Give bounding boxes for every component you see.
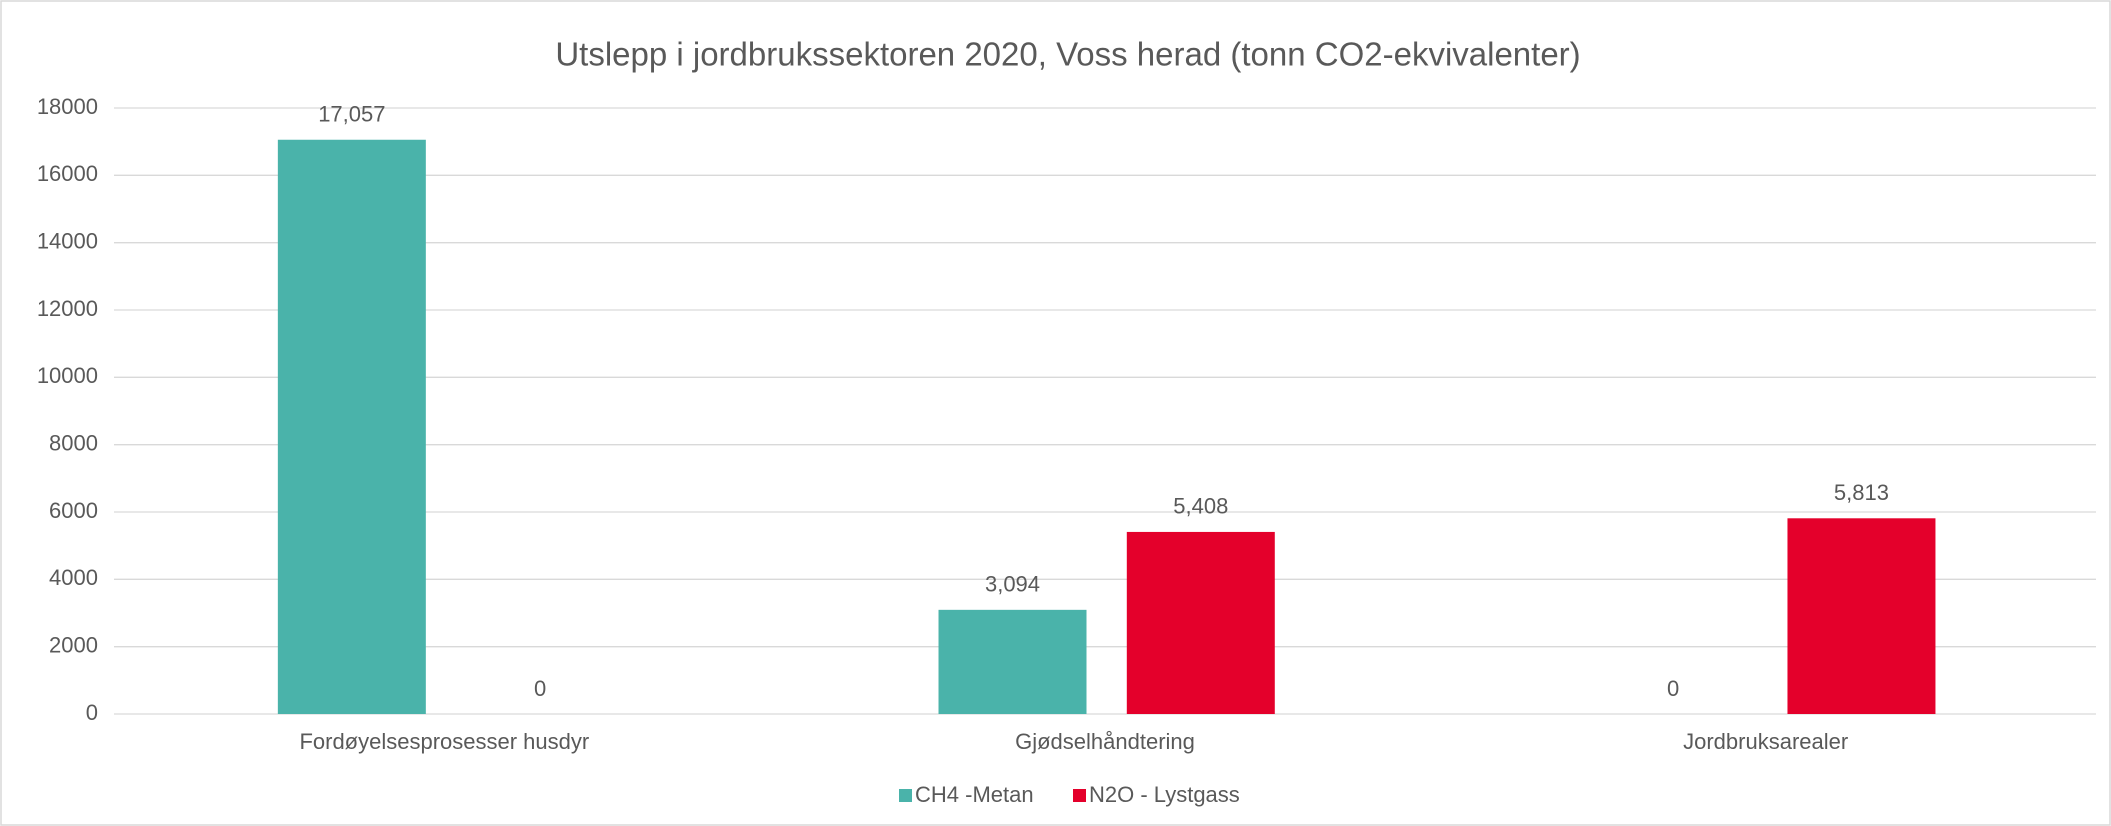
y-tick-label: 0 [86, 700, 98, 725]
bar [1126, 531, 1275, 714]
data-label: 0 [534, 676, 546, 701]
x-tick-label: Jordbruksarealer [1683, 729, 1848, 754]
legend-marker [899, 789, 912, 802]
bar [938, 609, 1087, 714]
y-tick-label: 14000 [37, 228, 98, 253]
legend-marker [1073, 789, 1086, 802]
x-tick-label: Fordøyelsesprosesser husdyr [299, 729, 589, 754]
data-label: 5,813 [1834, 480, 1889, 505]
y-tick-label: 8000 [49, 430, 98, 455]
x-tick-label: Gjødselhåndtering [1015, 729, 1195, 754]
y-tick-label: 6000 [49, 498, 98, 523]
y-tick-label: 10000 [37, 363, 98, 388]
legend-label: CH4 -Metan [915, 782, 1034, 807]
legend-label: N2O - Lystgass [1089, 782, 1240, 807]
y-tick-label: 16000 [37, 161, 98, 186]
data-label: 5,408 [1173, 494, 1228, 519]
y-tick-label: 18000 [37, 94, 98, 119]
data-label: 17,057 [318, 102, 385, 127]
data-label: 0 [1667, 676, 1679, 701]
y-tick-label: 4000 [49, 565, 98, 590]
y-tick-label: 12000 [37, 296, 98, 321]
data-label: 3,094 [985, 572, 1040, 597]
y-tick-label: 2000 [49, 632, 98, 657]
chart-title: Utslepp i jordbrukssektoren 2020, Voss h… [555, 36, 1580, 73]
bar [277, 139, 426, 714]
bar [1787, 518, 1936, 714]
